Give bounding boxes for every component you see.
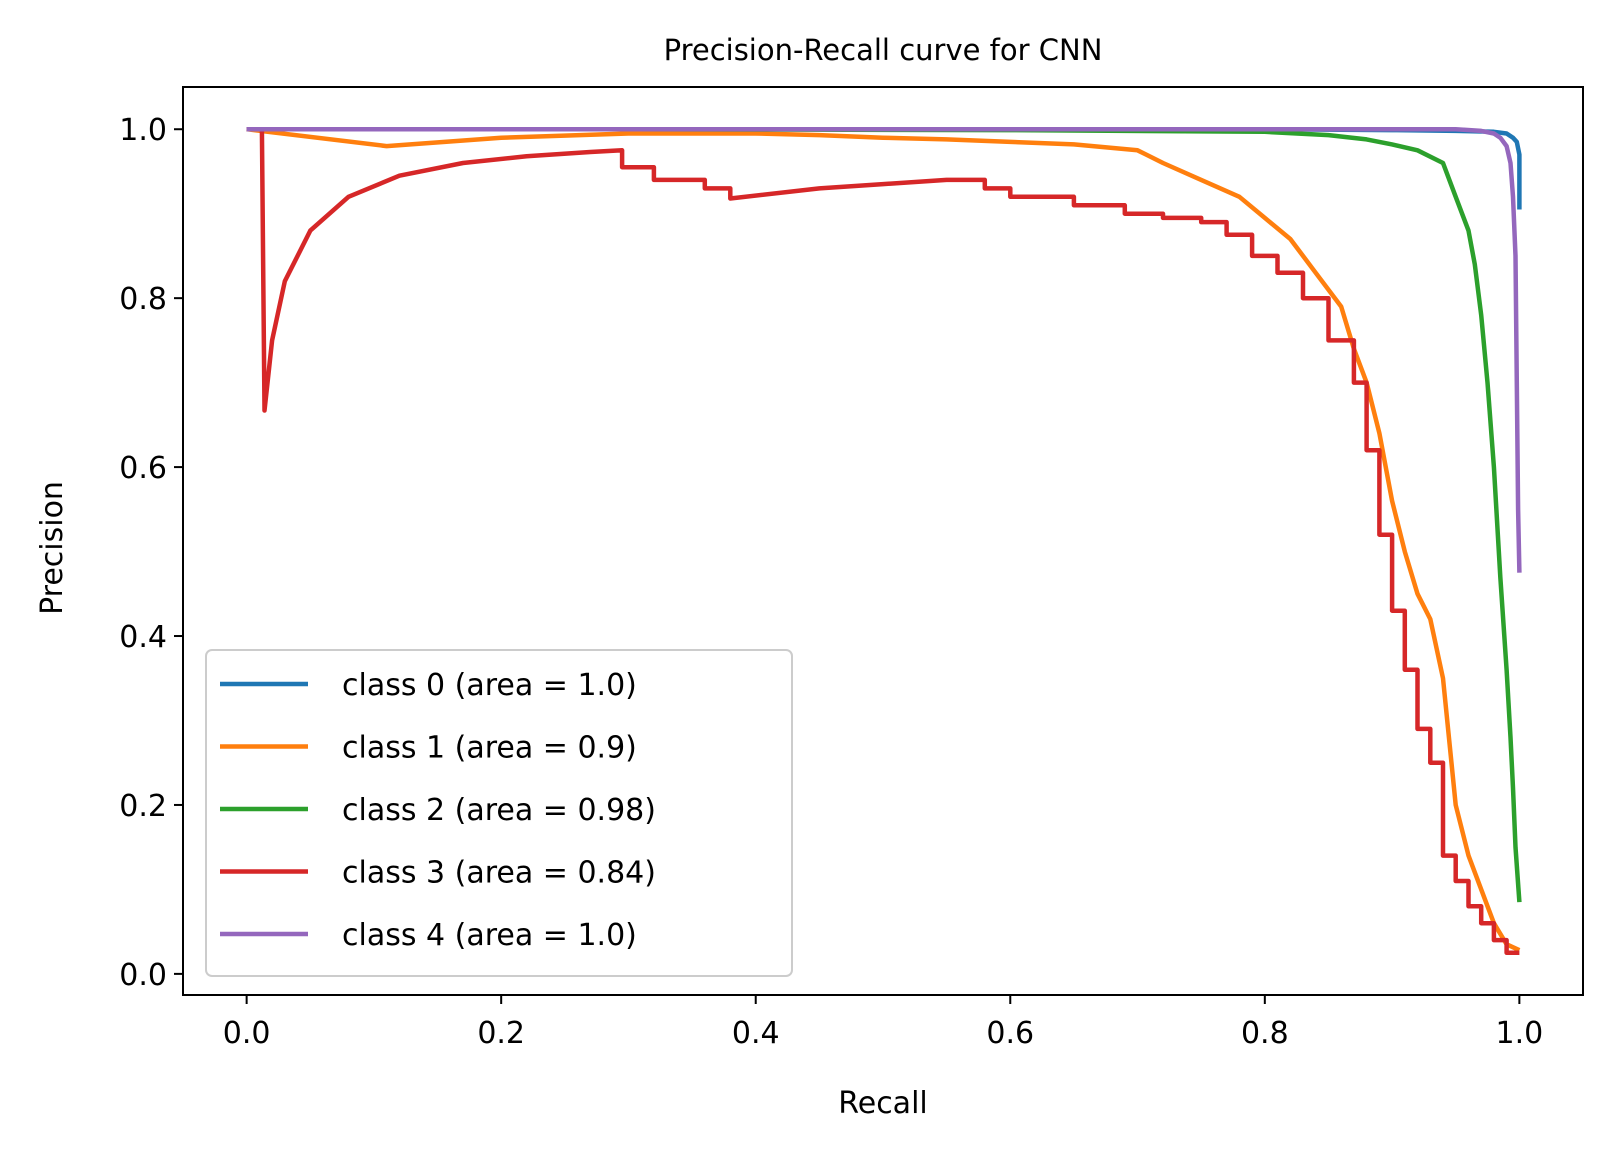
- series-line-class-2: [246, 126, 1522, 903]
- legend: class 0 (area = 1.0) class 1 (area = 0.9)…: [205, 649, 793, 977]
- y-tick-label: 0.4: [119, 620, 167, 655]
- legend-label-class-4: class 4 (area = 1.0): [342, 918, 637, 953]
- legend-label-class-1: class 1 (area = 0.9): [342, 731, 637, 766]
- legend-label-class-0: class 0 (area = 1.0): [342, 668, 637, 703]
- y-tick-label: 1.0: [119, 113, 167, 148]
- x-tick-label: 0.2: [477, 1016, 525, 1051]
- y-tick-label: 0.8: [119, 282, 167, 317]
- legend-box: [205, 649, 793, 977]
- x-tick-label: 0.6: [986, 1016, 1034, 1051]
- x-tick-label: 0.0: [223, 1016, 271, 1051]
- y-axis-label: Precision: [35, 481, 70, 615]
- y-tick-label: 0.0: [119, 958, 167, 993]
- y-tick-label: 0.6: [119, 451, 167, 486]
- y-tick-label: 0.2: [119, 789, 167, 824]
- series-layer: [246, 126, 1522, 956]
- series-line-class-1: [246, 126, 1521, 953]
- legend-label-class-2: class 2 (area = 0.98): [342, 793, 656, 828]
- x-tick-label: 0.8: [1241, 1016, 1289, 1051]
- axis-ticks: 0.0 0.2 0.4 0.6 0.8 1.0 0.0 0.2 0.4 0.6 0.8 1.0: [119, 113, 1543, 1051]
- series-line-class-3: [246, 126, 1520, 956]
- x-axis-label: Recall: [838, 1086, 928, 1121]
- legend-label-class-3: class 3 (area = 0.84): [342, 856, 656, 891]
- series-line-class-4: [246, 126, 1522, 573]
- chart-title: Precision-Recall curve for CNN: [664, 33, 1103, 67]
- x-tick-label: 0.4: [732, 1016, 780, 1051]
- x-tick-label: 1.0: [1496, 1016, 1544, 1051]
